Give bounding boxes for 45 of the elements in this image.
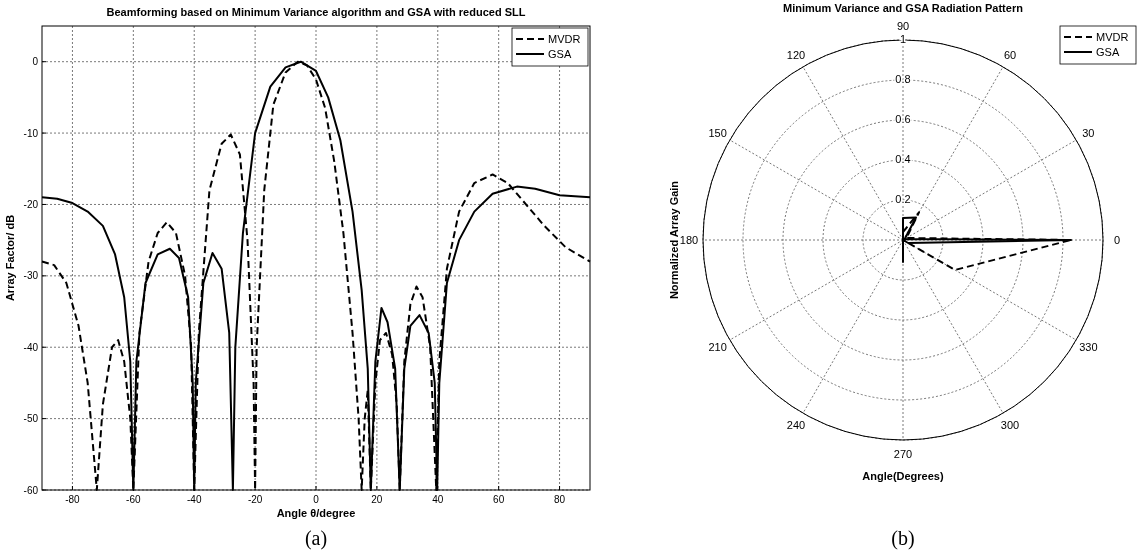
x-tick-label: 0 — [313, 494, 320, 505]
y-tick-label: -20 — [23, 198, 39, 210]
chart-title: Beamforming based on Minimum Variance algorithm and GSA with reduced SLL — [106, 6, 526, 18]
x-tick-label: -80 — [65, 494, 81, 505]
spoke-label: 330 — [1079, 341, 1098, 353]
x-tick-label: 20 — [371, 494, 383, 505]
y-tick-label: -10 — [23, 127, 39, 139]
legend-label: GSA — [1096, 46, 1120, 58]
spoke-label: 30 — [1082, 127, 1095, 139]
spoke-label: 240 — [786, 419, 806, 432]
y-tick-label: 0 — [32, 56, 39, 68]
chart-title: Minimum Variance and GSA Radiation Pattern — [783, 2, 1024, 14]
text: Normalized Array Gain — [668, 180, 680, 300]
spoke-label: 60 — [1003, 48, 1017, 61]
spoke-label: 270 — [893, 448, 913, 460]
text: (b) — [891, 527, 915, 550]
text: Angle(Degrees) — [862, 470, 944, 482]
spoke-label: 180 — [679, 234, 699, 246]
x-axis-title: Angle θ/degree — [276, 507, 356, 519]
y-tick-label: -40 — [23, 341, 39, 353]
x-tick-label: -60 — [126, 494, 141, 505]
x-tick-label: 60 — [493, 494, 505, 505]
text: (a) — [304, 527, 328, 550]
legend-label: MVDR — [1096, 31, 1129, 43]
x-tick-label: -20 — [247, 494, 263, 505]
y-tick-label: 1 — [899, 32, 907, 45]
x-tick-label: 40 — [432, 494, 444, 505]
y-tick-label: 0.4 — [895, 152, 911, 165]
y-tick-label: -50 — [23, 413, 39, 425]
x-tick-label: 80 — [553, 494, 566, 505]
spoke-label: 300 — [1000, 419, 1020, 432]
y-tick-label: 0.2 — [895, 192, 911, 205]
spoke-label: 0 — [1113, 234, 1121, 246]
spoke-label: 120 — [786, 48, 806, 61]
y-axis-title: Array Factor/ dB — [4, 214, 16, 302]
y-tick-label: 0.6 — [895, 112, 911, 125]
spoke-label: 210 — [708, 341, 727, 353]
y-tick-label: -60 — [23, 484, 39, 496]
y-tick-label: -30 — [23, 270, 39, 282]
legend-label: GSA — [548, 48, 572, 60]
x-tick-label: -40 — [187, 494, 202, 505]
y-tick-label: 0.8 — [895, 72, 911, 85]
spoke-label: 90 — [896, 20, 910, 32]
spoke-label: 150 — [708, 127, 727, 139]
legend-label: MVDR — [548, 33, 581, 45]
